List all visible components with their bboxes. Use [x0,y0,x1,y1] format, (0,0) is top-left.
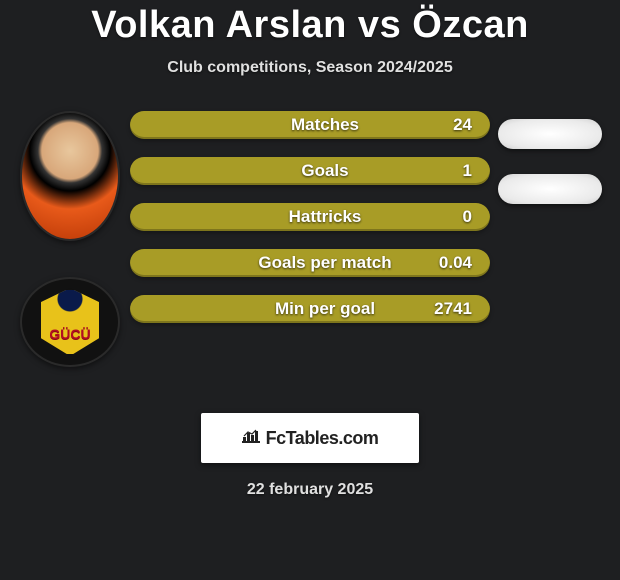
stats-column: Matches 24 Goals 1 Hattricks 0 Goals per… [130,111,490,367]
opponent-crest-placeholder [498,174,602,204]
stat-value: 1 [422,161,472,181]
stat-label: Hattricks [228,207,422,227]
stat-value: 0 [422,207,472,227]
brand-box[interactable]: FcTables.com [201,413,419,463]
stat-label: Matches [228,115,422,135]
stat-row: Goals 1 [130,157,490,185]
chart-icon [242,429,260,448]
stat-label: Goals [228,161,422,181]
stat-value: 24 [422,115,472,135]
stat-label: Goals per match [228,253,422,273]
footer-date: 22 february 2025 [247,481,373,499]
stat-value: 2741 [422,299,472,319]
crest-label: GÜCÜ [41,326,99,342]
stat-value: 0.04 [422,253,472,273]
brand-text: FcTables.com [266,428,379,449]
stat-row: Min per goal 2741 [130,295,490,323]
opponent-avatar-placeholder [498,119,602,149]
left-column: GÜCÜ [10,111,130,367]
stat-label: Min per goal [228,299,422,319]
page-title: Volkan Arslan vs Özcan [91,4,529,47]
crest-shield-icon: GÜCÜ [39,288,101,356]
club-crest: GÜCÜ [20,277,120,367]
footer: FcTables.com 22 february 2025 [0,413,620,499]
page-subtitle: Club competitions, Season 2024/2025 [167,59,452,77]
stat-row: Matches 24 [130,111,490,139]
player-avatar [20,111,120,241]
stat-row: Hattricks 0 [130,203,490,231]
right-column [490,111,610,367]
content-row: GÜCÜ Matches 24 Goals 1 Hattricks 0 Goal… [0,111,620,367]
stat-row: Goals per match 0.04 [130,249,490,277]
